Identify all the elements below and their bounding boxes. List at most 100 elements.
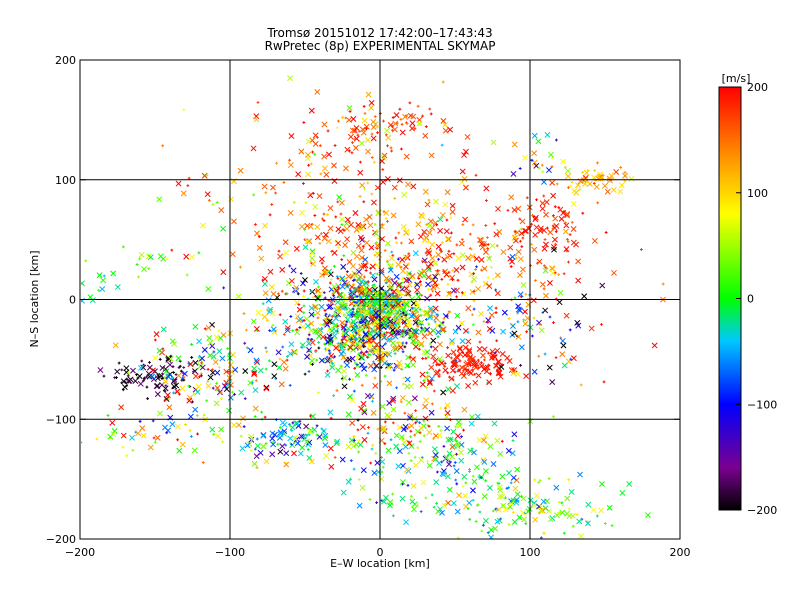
data-point-plus (264, 367, 268, 371)
data-point-plus (339, 365, 343, 369)
data-point-plus (419, 280, 422, 284)
data-point-x (549, 379, 556, 386)
data-point-x (586, 180, 593, 187)
data-point-plus (286, 355, 289, 358)
data-point-x (283, 461, 290, 468)
data-point-x (403, 519, 410, 526)
data-point-plus (487, 351, 490, 355)
data-point-x (368, 244, 375, 251)
data-point-plus (275, 161, 278, 165)
data-point-x (296, 306, 303, 313)
data-point-x (530, 297, 537, 304)
data-point-plus (363, 187, 366, 191)
data-point-x (318, 303, 325, 310)
data-point-x (494, 290, 501, 297)
data-point-plus (362, 200, 366, 204)
data-point-plus (525, 330, 529, 334)
data-point-plus (524, 292, 528, 296)
data-point-x (257, 449, 264, 456)
data-point-x (423, 397, 430, 404)
data-point-x (449, 208, 456, 215)
data-point-x (510, 369, 517, 376)
data-point-plus (302, 318, 306, 322)
data-point-x (327, 445, 334, 452)
data-point-x (533, 492, 540, 499)
data-point-plus (542, 287, 546, 291)
data-point-x (309, 248, 316, 255)
data-point-x (569, 512, 576, 519)
data-point-plus (117, 361, 121, 365)
data-point-plus (359, 306, 363, 309)
data-point-x (456, 346, 463, 353)
data-point-plus (281, 345, 285, 349)
data-point-x (359, 354, 366, 361)
data-point-x (407, 412, 414, 419)
data-point-plus (359, 315, 362, 318)
data-point-plus (426, 355, 430, 359)
data-point-x (399, 286, 406, 293)
data-point-x (396, 313, 403, 320)
data-point-x (489, 242, 496, 249)
data-point-x (298, 433, 305, 440)
data-point-x (450, 500, 457, 507)
data-point-plus (252, 193, 256, 197)
data-point-plus (137, 275, 141, 279)
data-point-plus (265, 350, 269, 354)
data-point-x (372, 291, 379, 298)
data-point-plus (390, 250, 394, 254)
data-point-plus (95, 437, 99, 441)
data-point-plus (408, 101, 412, 105)
data-point-plus (372, 283, 376, 287)
data-point-plus (303, 372, 307, 376)
data-point-x (114, 284, 121, 291)
data-point-plus (329, 333, 333, 337)
data-point-x (450, 349, 457, 356)
data-point-plus (271, 440, 275, 444)
data-point-plus (342, 254, 346, 258)
data-point-x (335, 226, 342, 233)
data-point-x (327, 409, 334, 416)
data-point-plus (361, 339, 365, 342)
data-point-x (358, 289, 365, 296)
data-point-x (308, 305, 315, 312)
data-point-x (370, 199, 377, 206)
data-point-x (326, 304, 333, 311)
data-point-x (339, 283, 346, 290)
data-point-x (442, 367, 449, 374)
data-point-x (550, 192, 557, 199)
data-point-plus (226, 347, 230, 350)
data-point-plus (333, 144, 337, 147)
data-point-x (281, 421, 288, 428)
data-point-x (577, 471, 583, 478)
data-point-plus (466, 507, 470, 511)
data-point-x (287, 209, 294, 216)
data-point-x (343, 330, 350, 337)
data-point-plus (383, 374, 387, 378)
data-point-x (381, 152, 388, 159)
data-point-x (559, 337, 566, 344)
data-point-x (321, 235, 328, 242)
data-point-plus (261, 278, 265, 282)
data-point-plus (413, 433, 417, 437)
data-point-x (331, 178, 338, 184)
data-point-x (531, 159, 538, 166)
data-point-plus (362, 345, 366, 349)
data-point-plus (335, 275, 339, 278)
data-point-plus (296, 292, 300, 296)
data-point-plus (337, 119, 340, 123)
data-point-x (97, 367, 104, 374)
data-point-x (509, 450, 516, 457)
data-point-x (199, 222, 206, 229)
data-point-plus (426, 459, 429, 463)
data-point-x (352, 286, 359, 293)
data-point-x (581, 180, 588, 187)
data-point-plus (318, 144, 322, 148)
data-point-x (511, 141, 518, 148)
data-point-x (329, 364, 336, 371)
data-point-plus (288, 384, 292, 387)
data-point-plus (493, 351, 497, 355)
data-point-plus (570, 220, 574, 224)
data-point-plus (243, 397, 247, 401)
data-point-x (341, 330, 348, 337)
data-point-x (481, 493, 488, 500)
